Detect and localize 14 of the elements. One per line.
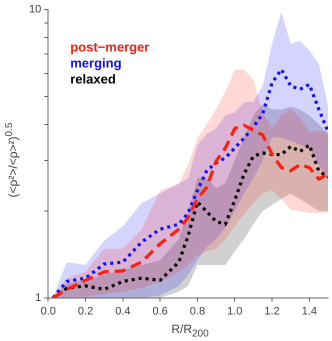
text: merging (70, 56, 122, 71)
y-tick-label: 1 (35, 292, 42, 304)
x-tick-label: 0.2 (78, 305, 94, 318)
x-tick-label: 0.4 (115, 305, 130, 318)
x-tick-label: 1.4 (302, 305, 317, 318)
x-tick-label: 0.8 (190, 305, 206, 318)
x-tick-label: 1.2 (264, 305, 280, 318)
text: post−merger (70, 40, 150, 55)
x-tick-label: 0.6 (152, 305, 168, 318)
x-axis-title: R/R$_{200}$ (171, 322, 209, 339)
text: relaxed (70, 72, 116, 87)
x-tick-label: 1.0 (227, 305, 242, 318)
x-tick-label: 0.0 (40, 305, 56, 318)
y-tick-label: 10 (28, 4, 42, 16)
